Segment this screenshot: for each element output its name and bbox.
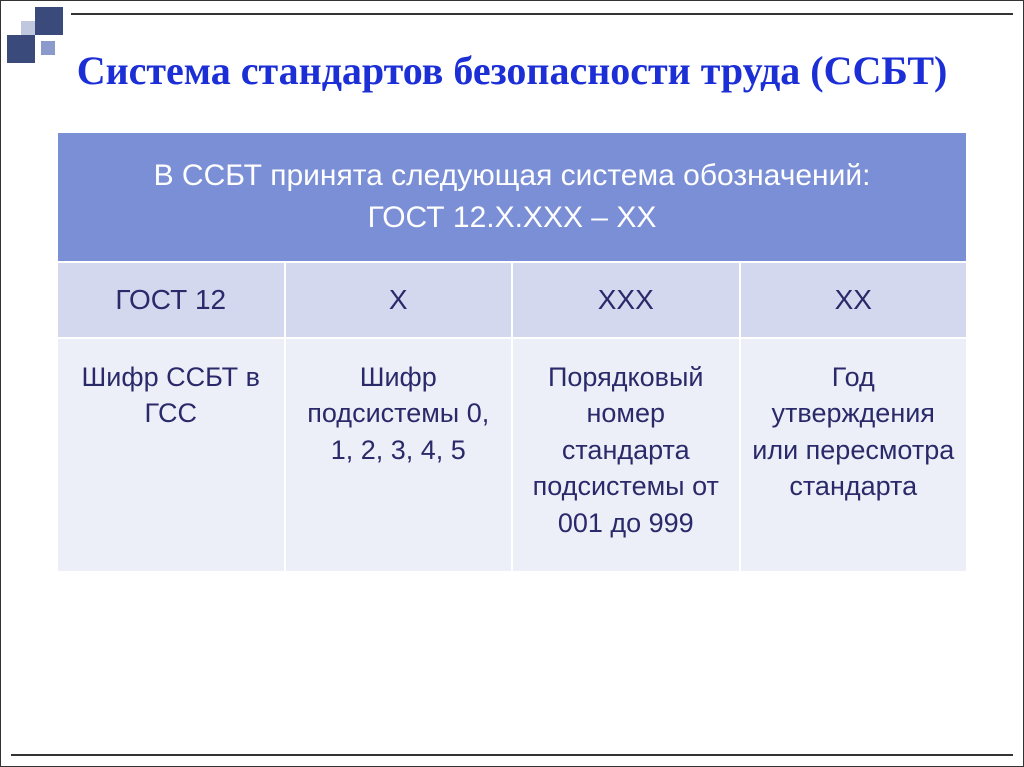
slide-title: Система стандартов безопасности труда (С… xyxy=(1,46,1023,96)
code-part-3: ХХХ xyxy=(512,262,740,338)
desc-1: Шифр ССБТ в ГСС xyxy=(57,338,285,572)
notation-table: В ССБТ принята следующая система обознач… xyxy=(56,131,968,573)
header-line2: ГОСТ 12.Х.ХХХ – ХХ xyxy=(368,201,657,234)
code-part-2: Х xyxy=(285,262,513,338)
bottom-divider xyxy=(11,754,1013,756)
notation-table-wrap: В ССБТ принята следующая система обознач… xyxy=(56,131,968,573)
code-part-4: ХХ xyxy=(740,262,968,338)
top-divider xyxy=(71,13,1013,15)
corner-decoration xyxy=(7,7,77,77)
desc-4: Год утверждения или пересмотра стандарта xyxy=(740,338,968,572)
table-header: В ССБТ принята следующая система обознач… xyxy=(57,132,967,262)
desc-2: Шифр подсистемы 0, 1, 2, 3, 4, 5 xyxy=(285,338,513,572)
code-part-1: ГОСТ 12 xyxy=(57,262,285,338)
desc-3: Порядковый номер стандарта подсистемы от… xyxy=(512,338,740,572)
header-line1: В ССБТ принята следующая система обознач… xyxy=(154,159,871,192)
